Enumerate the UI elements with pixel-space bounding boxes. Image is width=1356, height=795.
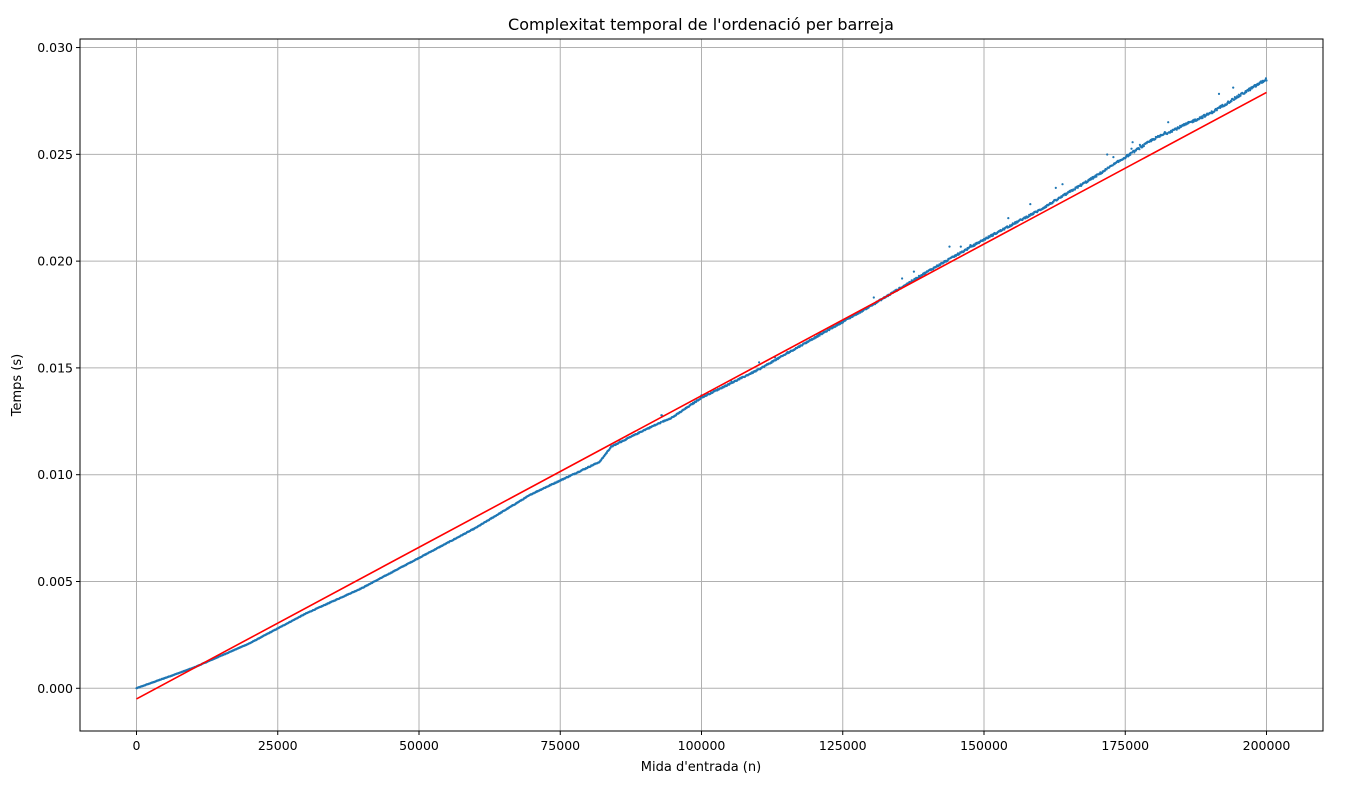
data-point xyxy=(1239,94,1242,97)
data-point xyxy=(1076,186,1079,189)
data-point xyxy=(1112,156,1115,159)
data-point xyxy=(1219,106,1222,109)
data-point xyxy=(1138,148,1141,151)
data-point xyxy=(1232,86,1235,89)
chart-title: Complexitat temporal de l'ordenació per … xyxy=(508,15,894,34)
data-point xyxy=(1217,92,1221,95)
y-tick-label: 0.030 xyxy=(37,40,73,55)
x-tick-label: 200000 xyxy=(1243,738,1291,753)
x-axis-title: Mida d'entrada (n) xyxy=(641,760,761,775)
data-point xyxy=(758,361,761,364)
data-point xyxy=(1029,203,1032,206)
data-point xyxy=(1130,147,1133,150)
x-tick-label: 100000 xyxy=(678,738,726,753)
x-axis: 0 25000 50000 75000 100000 125000 150000 175000… xyxy=(133,731,1291,753)
data-point xyxy=(1142,144,1145,148)
y-axis-title: Temps (s) xyxy=(10,354,25,417)
data-point xyxy=(959,245,962,248)
data-point xyxy=(1129,153,1132,156)
scatter-series xyxy=(135,77,1268,690)
y-axis: 0.000 0.005 0.010 0.015 0.020 0.025 0.030 xyxy=(37,40,80,696)
data-point xyxy=(1028,214,1031,217)
data-point xyxy=(1011,224,1014,227)
data-point xyxy=(818,334,821,337)
data-point xyxy=(1247,89,1250,92)
x-tick-label: 25000 xyxy=(258,738,298,753)
fit-line xyxy=(136,91,1267,700)
fit-line-series xyxy=(136,91,1267,700)
y-tick-label: 0.020 xyxy=(37,254,73,269)
data-point xyxy=(1061,183,1064,186)
y-tick-label: 0.005 xyxy=(37,574,73,589)
data-point xyxy=(1111,164,1114,167)
y-tick-label: 0.000 xyxy=(37,681,73,696)
data-point xyxy=(1264,77,1267,80)
data-point xyxy=(1230,100,1233,103)
y-tick-label: 0.015 xyxy=(37,360,73,375)
data-point xyxy=(872,296,875,299)
data-point xyxy=(1215,109,1218,112)
data-point xyxy=(1095,175,1098,178)
data-point xyxy=(1054,186,1057,189)
data-point xyxy=(948,245,951,248)
data-point xyxy=(1138,143,1141,146)
grid xyxy=(80,39,1323,731)
x-tick-label: 125000 xyxy=(819,738,867,753)
data-point xyxy=(1131,141,1134,144)
x-tick-label: 50000 xyxy=(399,738,439,753)
data-point xyxy=(1167,121,1170,124)
data-point xyxy=(1007,217,1010,220)
data-point xyxy=(1106,153,1109,156)
data-point xyxy=(901,277,904,280)
x-tick-label: 0 xyxy=(133,738,141,753)
y-tick-label: 0.010 xyxy=(37,467,73,482)
data-point xyxy=(859,311,862,314)
data-point xyxy=(1201,116,1204,119)
data-point xyxy=(1265,79,1268,82)
data-point xyxy=(1060,195,1064,198)
data-point xyxy=(659,421,662,424)
data-point xyxy=(912,270,916,273)
x-tick-label: 175000 xyxy=(1101,738,1149,753)
data-point xyxy=(1171,130,1174,133)
x-tick-label: 75000 xyxy=(540,738,580,753)
data-point xyxy=(1105,168,1108,171)
y-tick-label: 0.025 xyxy=(37,147,73,162)
data-point xyxy=(1154,138,1157,141)
data-point xyxy=(1073,188,1077,191)
x-tick-label: 150000 xyxy=(960,738,1008,753)
